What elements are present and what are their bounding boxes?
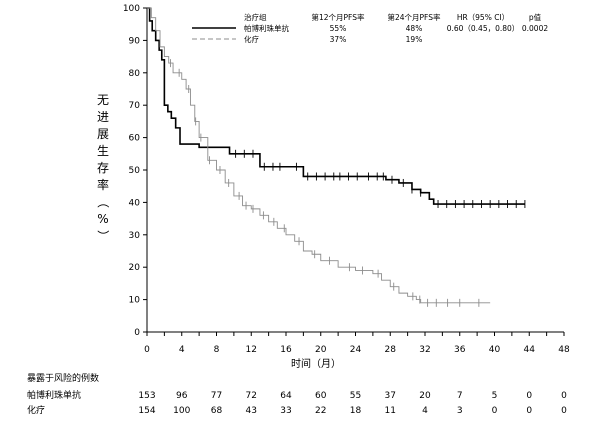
y-axis-title-char: 存 — [97, 161, 109, 175]
risk-value: 153 — [138, 391, 155, 401]
x-ticks: 0 4 8 12 16 20 24 28 32 36 40 44 48 — [144, 332, 570, 355]
legend-row2-pfs12: 37% — [330, 35, 347, 44]
risk-value: 4 — [422, 406, 428, 416]
risk-value: 0 — [561, 406, 567, 416]
y-axis-title-char: 进 — [97, 110, 109, 124]
legend-header-p: p值 — [529, 12, 542, 22]
x-tick-label: 20 — [315, 345, 327, 355]
legend-row2-name: 化疗 — [244, 34, 259, 44]
y-tick-label: 70 — [129, 101, 141, 111]
y-tick-label: 0 — [134, 328, 140, 338]
x-tick-label: 12 — [246, 345, 257, 355]
risk-value: 0 — [526, 391, 532, 401]
y-tick-label: 20 — [129, 263, 141, 273]
risk-value: 100 — [173, 406, 190, 416]
y-axis-title-char: 展 — [97, 127, 109, 141]
legend-row1-p: 0.0002 — [522, 24, 548, 33]
legend-row1-pfs24: 48% — [406, 24, 423, 33]
x-tick-label: 40 — [489, 345, 501, 355]
y-axis-title-char: （ — [96, 196, 110, 208]
x-tick-label: 24 — [350, 345, 362, 355]
x-axis-title: 时间（月） — [291, 357, 341, 370]
km-curves — [147, 7, 526, 307]
x-tick-label: 0 — [144, 345, 150, 355]
x-tick-label: 8 — [214, 345, 220, 355]
risk-value: 22 — [315, 406, 326, 416]
y-tick-label: 80 — [129, 69, 141, 79]
legend-header-hr: HR（95% CI） — [457, 13, 509, 22]
y-tick-label: 60 — [129, 134, 141, 144]
risk-value: 72 — [246, 391, 257, 401]
risk-value: 5 — [492, 391, 498, 401]
risk-value: 3 — [457, 406, 463, 416]
y-axis-title-char: 率 — [97, 177, 109, 192]
legend-row1-hr: 0.60（0.45，0.80） — [447, 24, 520, 33]
legend-table: 治疗组 第12个月PFS率 第24个月PFS率 HR（95% CI） p值 帕博… — [192, 12, 548, 44]
risk-value: 43 — [246, 406, 257, 416]
y-ticks: 0 10 20 30 40 50 60 70 80 90 100 — [123, 4, 147, 338]
legend-header-pfs24: 第24个月PFS率 — [387, 12, 441, 22]
risk-value: 64 — [280, 391, 292, 401]
risk-value: 96 — [176, 391, 188, 401]
risk-value: 7 — [457, 391, 463, 401]
risk-value: 11 — [385, 406, 396, 416]
risk-value: 0 — [492, 406, 498, 416]
x-tick-label: 4 — [179, 345, 185, 355]
y-tick-label: 30 — [129, 231, 141, 241]
y-axis-title-char: 生 — [97, 144, 109, 158]
y-tick-label: 40 — [129, 198, 141, 208]
legend-row2-pfs24: 19% — [406, 35, 423, 44]
risk-value: 33 — [280, 406, 291, 416]
y-tick-label: 50 — [129, 166, 141, 176]
risk-value: 37 — [385, 391, 396, 401]
y-axis-title-char: ） — [96, 230, 110, 242]
legend-row1-pfs12: 55% — [330, 24, 347, 33]
chemotherapy-curve — [147, 7, 491, 304]
x-tick-label: 28 — [385, 345, 397, 355]
x-tick-label: 36 — [454, 345, 466, 355]
pembrolizumab-curve — [147, 7, 525, 205]
y-tick-label: 10 — [129, 296, 141, 306]
risk-row1-name: 帕博利珠单抗 — [27, 389, 81, 401]
x-tick-label: 44 — [524, 345, 536, 355]
x-tick-label: 32 — [419, 345, 430, 355]
y-tick-label: 100 — [123, 4, 140, 14]
risk-value: 20 — [419, 391, 431, 401]
legend-header-pfs12: 第12个月PFS率 — [311, 12, 365, 22]
risk-value: 18 — [350, 406, 362, 416]
x-tick-label: 16 — [280, 345, 292, 355]
risk-value: 55 — [350, 391, 361, 401]
x-tick-label: 48 — [558, 345, 570, 355]
legend-row1-name: 帕博利珠单抗 — [244, 23, 289, 33]
y-axis-title-char: 无 — [97, 93, 109, 107]
axes — [146, 8, 564, 333]
y-tick-label: 90 — [129, 36, 141, 46]
risk-row2-name: 化疗 — [27, 404, 45, 416]
risk-value: 0 — [526, 406, 532, 416]
risk-value: 0 — [561, 391, 567, 401]
risk-value: 68 — [211, 406, 223, 416]
risk-value: 77 — [211, 391, 222, 401]
legend-header-group: 治疗组 — [244, 12, 267, 22]
risk-table-title: 暴露于风险的例数 — [27, 372, 99, 384]
y-axis-title-char: % — [97, 212, 108, 226]
risk-value: 60 — [315, 391, 327, 401]
risk-value: 154 — [138, 406, 155, 416]
